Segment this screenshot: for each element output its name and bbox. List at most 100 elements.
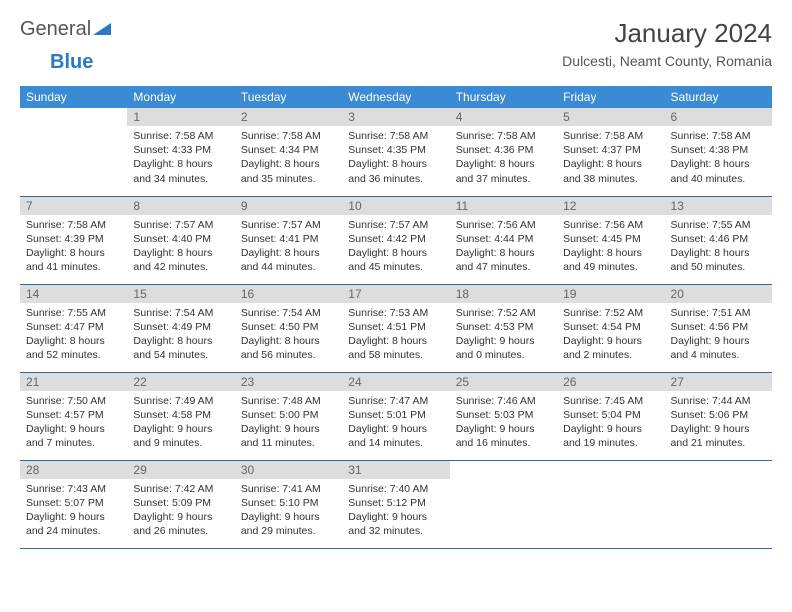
location: Dulcesti, Neamt County, Romania xyxy=(562,53,772,69)
day-line: Daylight: 8 hours xyxy=(133,334,228,348)
day-line: Daylight: 8 hours xyxy=(26,334,121,348)
day-number: 8 xyxy=(127,197,234,215)
calendar-cell: 12Sunrise: 7:56 AMSunset: 4:45 PMDayligh… xyxy=(557,196,664,284)
month-title: January 2024 xyxy=(562,18,772,49)
day-content: Sunrise: 7:56 AMSunset: 4:44 PMDaylight:… xyxy=(450,215,557,281)
day-number: 27 xyxy=(665,373,772,391)
day-number: 13 xyxy=(665,197,772,215)
day-line: Sunrise: 7:50 AM xyxy=(26,394,121,408)
day-number: 20 xyxy=(665,285,772,303)
calendar-cell: 8 Sunrise: 7:57 AMSunset: 4:40 PMDaylight… xyxy=(127,196,234,284)
day-content: Sunrise: 7:42 AMSunset: 5:09 PMDaylight:… xyxy=(127,479,234,545)
day-line: Sunset: 4:51 PM xyxy=(348,320,443,334)
day-line: Sunrise: 7:54 AM xyxy=(241,306,336,320)
day-content: Sunrise: 7:58 AMSunset: 4:37 PMDaylight:… xyxy=(557,126,664,192)
day-line: and 4 minutes. xyxy=(671,348,766,362)
calendar-cell: 20Sunrise: 7:51 AMSunset: 4:56 PMDayligh… xyxy=(665,284,772,372)
calendar-cell: 1Sunrise: 7:58 AMSunset: 4:33 PMDaylight… xyxy=(127,108,234,196)
calendar-week-row: 1Sunrise: 7:58 AMSunset: 4:33 PMDaylight… xyxy=(20,108,772,196)
day-line: Sunrise: 7:45 AM xyxy=(563,394,658,408)
day-line: Daylight: 8 hours xyxy=(133,157,228,171)
day-line: and 52 minutes. xyxy=(26,348,121,362)
day-content: Sunrise: 7:47 AMSunset: 5:01 PMDaylight:… xyxy=(342,391,449,457)
day-line: Sunset: 4:40 PM xyxy=(133,232,228,246)
day-line: Sunset: 4:38 PM xyxy=(671,143,766,157)
day-line: Sunrise: 7:43 AM xyxy=(26,482,121,496)
day-line: Sunrise: 7:51 AM xyxy=(671,306,766,320)
day-content: Sunrise: 7:56 AMSunset: 4:45 PMDaylight:… xyxy=(557,215,664,281)
day-line: and 2 minutes. xyxy=(563,348,658,362)
day-line: and 54 minutes. xyxy=(133,348,228,362)
day-line: Daylight: 8 hours xyxy=(348,157,443,171)
day-line: Sunset: 4:57 PM xyxy=(26,408,121,422)
day-content xyxy=(450,479,557,488)
day-line: Sunrise: 7:58 AM xyxy=(133,129,228,143)
day-line: and 45 minutes. xyxy=(348,260,443,274)
day-header: Thursday xyxy=(450,86,557,108)
day-line: Sunrise: 7:47 AM xyxy=(348,394,443,408)
day-number: 19 xyxy=(557,285,664,303)
day-line: Daylight: 8 hours xyxy=(563,246,658,260)
day-line: Sunrise: 7:54 AM xyxy=(133,306,228,320)
day-line: Sunrise: 7:57 AM xyxy=(133,218,228,232)
day-content: Sunrise: 7:58 AMSunset: 4:35 PMDaylight:… xyxy=(342,126,449,192)
day-line: and 16 minutes. xyxy=(456,436,551,450)
day-line: Sunrise: 7:46 AM xyxy=(456,394,551,408)
day-number: 24 xyxy=(342,373,449,391)
day-content: Sunrise: 7:58 AMSunset: 4:39 PMDaylight:… xyxy=(20,215,127,281)
day-line: Daylight: 8 hours xyxy=(133,246,228,260)
day-line: and 7 minutes. xyxy=(26,436,121,450)
calendar-cell: 23Sunrise: 7:48 AMSunset: 5:00 PMDayligh… xyxy=(235,372,342,460)
day-number: 26 xyxy=(557,373,664,391)
day-line: and 9 minutes. xyxy=(133,436,228,450)
day-line: and 37 minutes. xyxy=(456,172,551,186)
day-line: Daylight: 9 hours xyxy=(26,510,121,524)
day-line: Daylight: 8 hours xyxy=(241,157,336,171)
day-line: and 26 minutes. xyxy=(133,524,228,538)
day-line: and 56 minutes. xyxy=(241,348,336,362)
day-line: and 24 minutes. xyxy=(26,524,121,538)
day-line: and 50 minutes. xyxy=(671,260,766,274)
day-line: Sunrise: 7:53 AM xyxy=(348,306,443,320)
calendar-cell: 27Sunrise: 7:44 AMSunset: 5:06 PMDayligh… xyxy=(665,372,772,460)
day-line: and 42 minutes. xyxy=(133,260,228,274)
day-content: Sunrise: 7:55 AMSunset: 4:47 PMDaylight:… xyxy=(20,303,127,369)
calendar-week-row: 28Sunrise: 7:43 AMSunset: 5:07 PMDayligh… xyxy=(20,460,772,548)
day-line: Daylight: 8 hours xyxy=(241,246,336,260)
day-number xyxy=(450,461,557,479)
day-content: Sunrise: 7:58 AMSunset: 4:36 PMDaylight:… xyxy=(450,126,557,192)
day-content xyxy=(557,479,664,488)
calendar-head: SundayMondayTuesdayWednesdayThursdayFrid… xyxy=(20,86,772,108)
day-line: Sunrise: 7:49 AM xyxy=(133,394,228,408)
day-line: Sunset: 5:00 PM xyxy=(241,408,336,422)
calendar-cell xyxy=(557,460,664,548)
day-line: Sunrise: 7:58 AM xyxy=(348,129,443,143)
calendar-cell xyxy=(20,108,127,196)
day-number: 15 xyxy=(127,285,234,303)
calendar-cell: 21Sunrise: 7:50 AMSunset: 4:57 PMDayligh… xyxy=(20,372,127,460)
day-line: Sunset: 5:10 PM xyxy=(241,496,336,510)
day-content: Sunrise: 7:52 AMSunset: 4:54 PMDaylight:… xyxy=(557,303,664,369)
day-line: and 21 minutes. xyxy=(671,436,766,450)
day-number: 5 xyxy=(557,108,664,126)
day-line: Sunset: 5:04 PM xyxy=(563,408,658,422)
day-line: Daylight: 9 hours xyxy=(348,422,443,436)
day-number xyxy=(20,108,127,126)
calendar-cell: 5Sunrise: 7:58 AMSunset: 4:37 PMDaylight… xyxy=(557,108,664,196)
day-line: Sunset: 4:37 PM xyxy=(563,143,658,157)
day-number: 28 xyxy=(20,461,127,479)
day-number: 2 xyxy=(235,108,342,126)
day-line: Sunset: 4:44 PM xyxy=(456,232,551,246)
day-line: and 14 minutes. xyxy=(348,436,443,450)
day-number: 22 xyxy=(127,373,234,391)
day-number xyxy=(557,461,664,479)
day-line: and 32 minutes. xyxy=(348,524,443,538)
calendar-cell: 17Sunrise: 7:53 AMSunset: 4:51 PMDayligh… xyxy=(342,284,449,372)
day-content: Sunrise: 7:54 AMSunset: 4:49 PMDaylight:… xyxy=(127,303,234,369)
day-content: Sunrise: 7:45 AMSunset: 5:04 PMDaylight:… xyxy=(557,391,664,457)
day-line: and 34 minutes. xyxy=(133,172,228,186)
day-line: Sunset: 5:03 PM xyxy=(456,408,551,422)
calendar-cell: 18Sunrise: 7:52 AMSunset: 4:53 PMDayligh… xyxy=(450,284,557,372)
day-line: Daylight: 9 hours xyxy=(26,422,121,436)
day-line: Sunset: 4:54 PM xyxy=(563,320,658,334)
